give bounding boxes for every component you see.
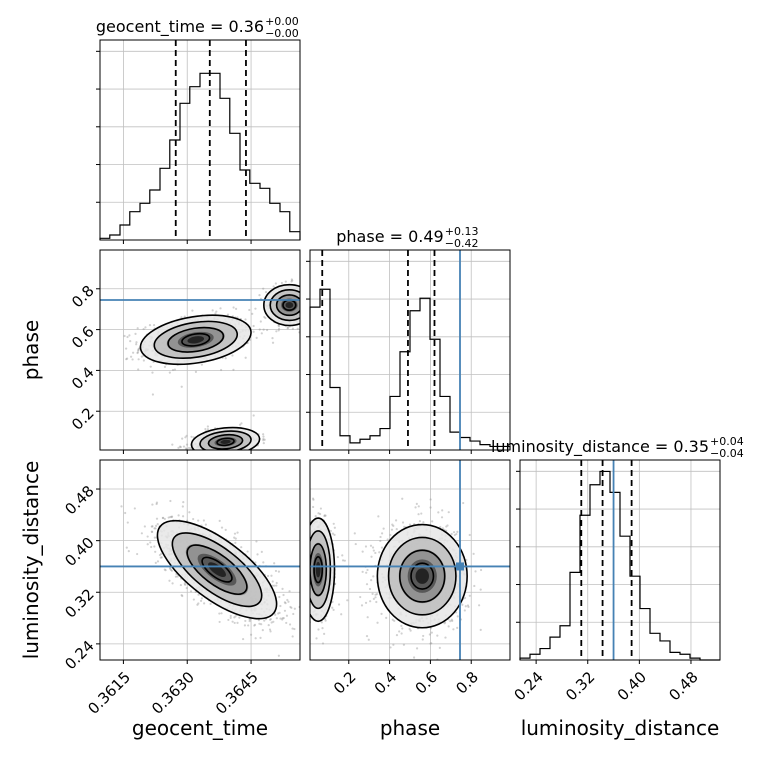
contour-line [181,332,211,347]
hist-steps [519,470,720,661]
contour-line [171,532,263,608]
contour-line [376,523,468,629]
contour-line [153,320,239,359]
title-error-minus: −0.04 [710,447,744,460]
xtick-label-phase: 0.2 [330,668,360,698]
ylabel-phase: phase [19,320,43,380]
ytick-label-phase: 0.6 [68,323,98,353]
ytick-label-phase: 0.4 [68,363,98,393]
contour-line [263,283,300,327]
xtick-label-phase: 0.4 [371,668,401,698]
contour-line [167,326,225,353]
contour-line [186,544,248,595]
ytick-label-luminosity_distance: 0.40 [61,534,97,570]
xtick-label-geocent_time: 0.3630 [148,668,198,718]
contour-line [310,517,336,623]
ytick-label-luminosity_distance: 0.48 [61,482,97,518]
density-panel-geocent_time-vs-luminosity_distance [99,459,301,661]
density-panel-geocent_time-vs-phase [99,249,301,451]
hist-steps [99,72,301,240]
contour-line [398,549,446,603]
panel-title-phase: phase = 0.49 [336,227,443,246]
ytick-label-phase: 0.8 [68,282,98,312]
contour-line [269,289,300,322]
xtick-label-luminosity_distance: 0.24 [511,668,547,704]
hist-panel-luminosity_distance: luminosity_distance = 0.35 +0.04−0.04 [491,435,744,661]
title-error-minus: −0.00 [265,27,299,40]
title-error-plus: +0.13 [445,225,479,238]
ytick-label-luminosity_distance: 0.24 [61,637,97,673]
contour-line [139,314,252,366]
xlabel-phase: phase [380,716,440,740]
contour-line [310,530,332,610]
contour-line [201,556,233,583]
contour-line [387,536,457,616]
title-error-plus: +0.00 [265,15,299,28]
ylabel-luminosity-distance: luminosity_distance [19,461,43,660]
contour-line [313,555,324,584]
ytick-label-phase: 0.2 [68,404,98,434]
contour-line [199,430,252,450]
xlabel-luminosity-distance: luminosity_distance [521,716,720,740]
hist-panel-geocent_time: geocent_time = 0.36 +0.00−0.00 [96,15,301,241]
contour-line [207,433,244,450]
xtick-label-phase: 0.8 [452,668,482,698]
density-panel-phase-vs-luminosity_distance [309,459,511,661]
xtick-label-phase: 0.6 [412,668,442,698]
contour-line [216,437,235,447]
hist-panel-phase: phase = 0.49 +0.13−0.42 [306,225,511,451]
contour-line [275,294,300,317]
xtick-label-luminosity_distance: 0.32 [562,668,598,704]
xlabel-geocent-time: geocent_time [132,716,268,740]
title-error-plus: +0.04 [710,435,744,448]
panel-title-luminosity_distance: luminosity_distance = 0.35 [491,437,709,457]
contour-line [156,519,278,620]
ytick-label-luminosity_distance: 0.32 [61,585,97,621]
contour-line [410,562,435,590]
xtick-label-geocent_time: 0.3645 [212,668,262,718]
truth-marker [456,562,464,571]
contour-line [190,426,261,450]
hist-steps [309,288,511,450]
xtick-label-geocent_time: 0.3615 [84,668,134,718]
xtick-label-luminosity_distance: 0.48 [665,668,701,704]
title-error-minus: −0.42 [445,237,479,250]
panel-title-geocent_time: geocent_time = 0.36 [96,17,264,37]
xtick-label-luminosity_distance: 0.40 [614,668,650,704]
